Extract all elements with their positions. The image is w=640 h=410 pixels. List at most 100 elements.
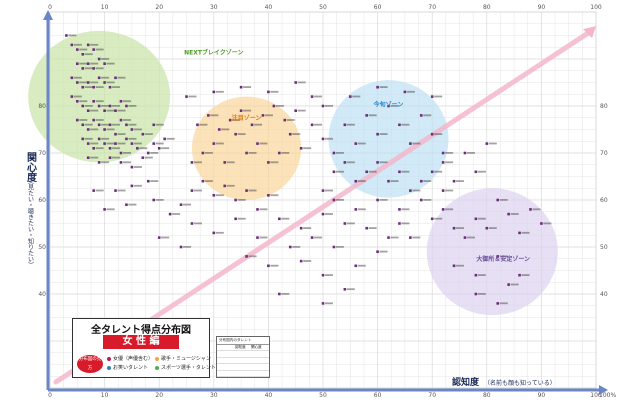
data-point [409,189,412,192]
data-point-label [390,180,399,182]
data-point [86,81,90,84]
data-point-label [281,152,290,154]
data-point [130,165,134,169]
data-point-label [139,147,148,150]
data-point-label [226,184,235,187]
data-point [212,231,216,235]
x-tick-label-top: 100 [590,4,602,11]
data-point-label [270,161,279,164]
data-point-label [112,123,121,126]
axes: 認知度 （名前も顔も知っている） 関心度（見たい・聴きたい・知りたい） [25,10,608,395]
data-point [81,53,85,56]
data-point-label [112,105,121,107]
data-point [196,123,199,127]
data-point [398,170,401,174]
data-point [310,123,314,127]
data-point [387,104,390,108]
x-tick-label-top: 10 [101,4,109,11]
data-point-label [325,274,333,276]
data-point-label [456,264,465,267]
data-point [130,142,134,145]
data-point-label [79,119,88,121]
data-point [288,245,292,249]
data-point [343,123,347,127]
data-point [376,132,379,136]
data-point-label [423,199,432,201]
x-tick-label-end: 100% [599,392,616,399]
data-point [288,132,292,136]
axis-ticks: 0 0 10 10 20 20 30 30 40 40 50 50 60 60 70 70 80 80 90 90 10… [38,4,616,399]
data-point [239,109,243,112]
data-point [496,198,500,202]
data-point-label [237,199,246,201]
data-point [70,43,74,47]
x-tick-label: 100 [590,392,602,399]
data-point [81,123,85,127]
data-point [256,208,259,211]
zone-label: 注目ゾーン [232,114,262,122]
data-point-label [95,100,104,103]
data-point [387,179,390,183]
data-point-label [401,170,410,173]
data-point-label [112,86,121,88]
data-point-label [79,48,88,51]
data-point-label [248,152,257,154]
data-point-label [243,109,252,112]
data-point-label [84,86,93,88]
y-tick-label-right: 60 [600,197,608,204]
data-point-label [499,255,508,258]
data-point [441,208,445,211]
zone-bubbles [28,30,558,316]
data-point-label [215,142,224,145]
data-point-label [122,152,131,154]
data-point [354,208,358,211]
data-point-label [434,95,443,98]
data-point-label [297,109,306,112]
zone-talent-table: 分布図内のタレント 認知度 関心度 [216,336,270,378]
data-point-label [532,208,541,211]
data-point-label [477,170,486,173]
data-point-label [368,114,377,117]
data-point [403,90,407,94]
data-point-label [95,119,104,121]
data-point-label [456,180,465,182]
data-point-label [188,95,197,98]
data-point [507,283,510,286]
data-point-label [112,147,121,150]
data-point [108,85,112,89]
data-point-label [477,274,486,276]
data-point [332,151,336,155]
data-point [114,76,117,80]
legend-title: 全タレント得点分布図 [91,325,191,336]
data-point [141,156,145,159]
data-point [70,95,74,98]
data-point-label [155,123,164,126]
data-point [430,132,434,136]
data-point-label [248,189,257,192]
data-point-label [90,128,99,131]
data-point-label [379,133,388,135]
data-point [267,264,270,268]
data-point-label [106,142,115,145]
data-point [299,147,303,150]
data-point [103,128,106,131]
data-point [185,95,188,98]
data-point [207,114,210,117]
data-point [474,292,478,296]
data-point-label [221,128,230,131]
data-point [452,179,456,183]
data-point [76,100,79,103]
data-point-label [521,231,530,234]
data-point-label [193,189,202,192]
table-row [217,371,269,377]
diagonal-arrow-head [583,26,596,39]
data-point [81,85,85,89]
data-point [108,123,112,127]
data-point-label [79,100,88,103]
data-point-label [133,166,142,168]
data-point-label [106,109,115,112]
data-point [92,189,95,192]
data-point [108,156,112,159]
data-point [141,132,145,136]
